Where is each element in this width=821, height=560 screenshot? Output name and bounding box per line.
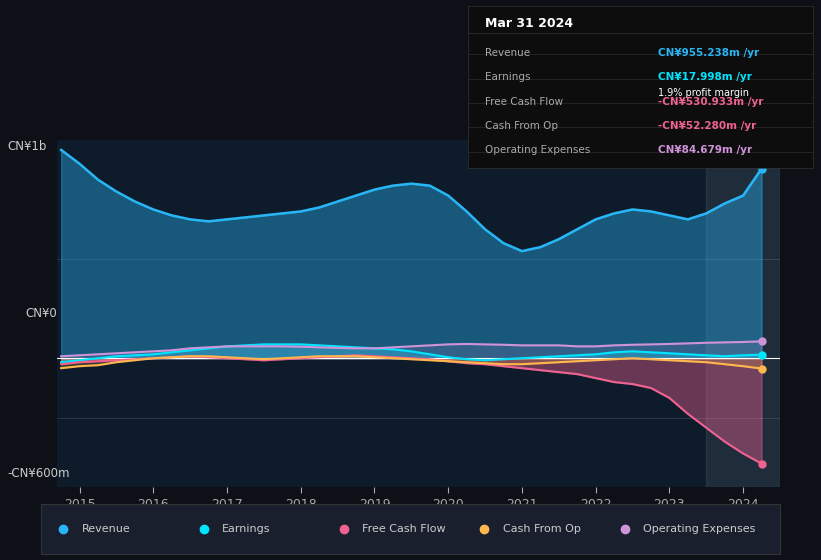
Text: Cash From Op: Cash From Op — [485, 121, 558, 131]
Text: Revenue: Revenue — [485, 48, 530, 58]
Text: Operating Expenses: Operating Expenses — [485, 145, 590, 155]
Text: CN¥17.998m /yr: CN¥17.998m /yr — [658, 72, 751, 82]
Text: CN¥0: CN¥0 — [25, 307, 57, 320]
Text: CN¥1b: CN¥1b — [7, 140, 46, 153]
Text: Earnings: Earnings — [485, 72, 530, 82]
Text: Operating Expenses: Operating Expenses — [644, 524, 755, 534]
Text: Earnings: Earnings — [222, 524, 271, 534]
Text: Revenue: Revenue — [82, 524, 131, 534]
Text: Free Cash Flow: Free Cash Flow — [485, 96, 563, 106]
Text: Cash From Op: Cash From Op — [503, 524, 580, 534]
Text: -CN¥52.280m /yr: -CN¥52.280m /yr — [658, 121, 756, 131]
Bar — [706, 140, 780, 487]
Text: CN¥955.238m /yr: CN¥955.238m /yr — [658, 48, 759, 58]
Text: 1.9% profit margin: 1.9% profit margin — [658, 88, 749, 99]
Text: Mar 31 2024: Mar 31 2024 — [485, 17, 573, 30]
Text: CN¥84.679m /yr: CN¥84.679m /yr — [658, 145, 752, 155]
Text: Free Cash Flow: Free Cash Flow — [363, 524, 446, 534]
Text: -CN¥530.933m /yr: -CN¥530.933m /yr — [658, 96, 763, 106]
Text: -CN¥600m: -CN¥600m — [7, 467, 70, 480]
